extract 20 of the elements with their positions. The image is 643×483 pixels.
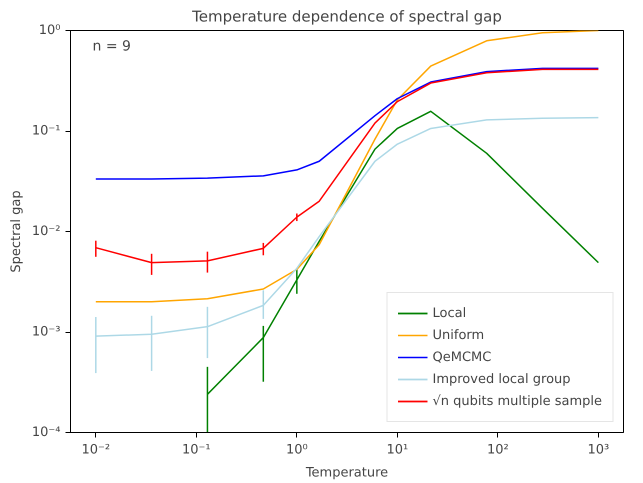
- legend-label: QeMCMC: [432, 350, 492, 364]
- x-tick-label: 10⁰: [286, 442, 308, 458]
- x-tick-label: 10³: [588, 442, 610, 458]
- legend-label: Uniform: [432, 328, 484, 342]
- x-tick-label: 10⁻²: [82, 442, 110, 458]
- y-tick-label: 10⁻⁴: [32, 425, 61, 440]
- y-tick-label: 10⁻¹: [32, 124, 61, 138]
- x-tick-label: 10⁻¹: [182, 442, 211, 458]
- y-tick-label: 10⁻²: [32, 224, 61, 239]
- legend-label: Local: [432, 306, 466, 320]
- annotation: n = 9: [92, 38, 131, 54]
- legend-label: √n qubits multiple sample: [432, 394, 602, 408]
- x-axis-title: Temperature: [304, 466, 388, 480]
- legend-label: Improved local group: [432, 372, 571, 386]
- x-tick-label: 10²: [486, 442, 509, 458]
- y-tick-label: 10⁰: [38, 23, 61, 38]
- y-tick-label: 10⁻³: [32, 324, 61, 340]
- chart-title: Temperature dependence of spectral gap: [191, 8, 502, 26]
- x-tick-label: 10¹: [386, 442, 408, 458]
- y-axis-title: Spectral gap: [8, 190, 24, 273]
